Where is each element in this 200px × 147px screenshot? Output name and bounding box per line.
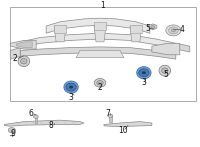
Ellipse shape xyxy=(162,68,168,73)
Text: 2: 2 xyxy=(13,54,18,63)
Text: 10: 10 xyxy=(118,126,128,135)
Text: 7: 7 xyxy=(106,109,110,118)
Polygon shape xyxy=(108,114,113,118)
Circle shape xyxy=(23,60,25,62)
Text: 3: 3 xyxy=(69,93,74,102)
Circle shape xyxy=(169,27,178,34)
Ellipse shape xyxy=(139,69,149,77)
Circle shape xyxy=(171,29,175,32)
Text: 3: 3 xyxy=(141,78,146,87)
Bar xyxy=(10,7,196,101)
Circle shape xyxy=(151,25,155,28)
Polygon shape xyxy=(46,18,150,33)
Text: 9: 9 xyxy=(10,129,15,138)
Ellipse shape xyxy=(97,81,103,85)
Text: 8: 8 xyxy=(49,121,54,130)
Polygon shape xyxy=(10,40,36,49)
Polygon shape xyxy=(33,114,38,119)
Circle shape xyxy=(69,86,73,88)
Ellipse shape xyxy=(18,56,30,67)
Ellipse shape xyxy=(66,83,76,91)
Text: 6: 6 xyxy=(29,109,34,118)
Text: 5: 5 xyxy=(145,24,150,33)
Polygon shape xyxy=(104,122,152,127)
Bar xyxy=(109,115,112,122)
Ellipse shape xyxy=(159,65,171,76)
Circle shape xyxy=(142,71,146,74)
Polygon shape xyxy=(94,26,106,42)
Text: 2: 2 xyxy=(98,83,102,92)
Circle shape xyxy=(166,25,181,36)
Polygon shape xyxy=(76,50,124,58)
Circle shape xyxy=(8,128,15,133)
Polygon shape xyxy=(20,33,176,49)
Polygon shape xyxy=(20,47,176,59)
Polygon shape xyxy=(16,42,32,48)
Polygon shape xyxy=(4,120,84,126)
Polygon shape xyxy=(176,43,190,52)
Polygon shape xyxy=(54,26,66,42)
Bar xyxy=(94,22,106,30)
Polygon shape xyxy=(149,24,157,30)
Circle shape xyxy=(164,70,166,71)
Polygon shape xyxy=(10,48,20,59)
Ellipse shape xyxy=(21,59,27,64)
Ellipse shape xyxy=(137,67,151,79)
Polygon shape xyxy=(152,43,180,55)
Text: 5: 5 xyxy=(163,70,168,79)
Text: 1: 1 xyxy=(101,1,105,10)
Bar xyxy=(54,25,66,32)
Ellipse shape xyxy=(64,81,78,93)
Text: 4: 4 xyxy=(179,25,184,34)
Ellipse shape xyxy=(94,78,106,87)
Polygon shape xyxy=(130,26,142,42)
Bar xyxy=(35,116,37,123)
Circle shape xyxy=(99,82,101,84)
Bar xyxy=(130,25,142,32)
